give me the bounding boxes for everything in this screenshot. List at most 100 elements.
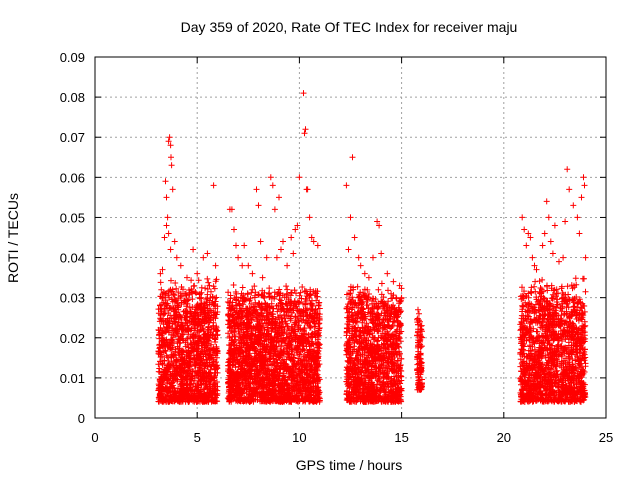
data-point [161, 343, 168, 350]
data-point [174, 357, 181, 364]
data-point [193, 290, 200, 297]
data-point [211, 302, 218, 309]
data-point [168, 277, 174, 284]
data-point [397, 298, 404, 305]
data-point [157, 279, 164, 286]
data-point [205, 323, 212, 330]
data-point [205, 398, 212, 405]
data-point [196, 369, 202, 376]
data-point [166, 340, 173, 347]
data-point [183, 327, 190, 334]
data-point [195, 277, 202, 284]
data-point [214, 379, 220, 385]
data-point [230, 282, 237, 288]
data-point [307, 323, 314, 330]
data-point [187, 359, 194, 366]
data-point [202, 285, 209, 292]
data-point [205, 279, 212, 286]
data-point [164, 362, 170, 369]
data-point [179, 365, 186, 372]
data-point [198, 284, 205, 291]
data-point [204, 295, 211, 302]
data-point [194, 348, 201, 355]
data-point [187, 340, 194, 347]
data-point [158, 386, 165, 393]
data-point [183, 303, 190, 310]
data-point [209, 332, 216, 339]
data-point [173, 285, 180, 292]
data-point [208, 312, 215, 319]
data-point [169, 379, 176, 386]
data-point [184, 335, 191, 342]
data-point [187, 381, 194, 388]
data-point [204, 275, 211, 282]
data-point [208, 288, 214, 295]
data-point [197, 394, 204, 401]
data-point [204, 286, 211, 292]
data-point [266, 285, 273, 292]
data-point [167, 383, 173, 390]
data-point [157, 302, 164, 309]
data-point [178, 373, 185, 380]
data-point [209, 398, 216, 404]
data-point [208, 341, 215, 348]
data-point [208, 397, 215, 404]
data-point [184, 341, 191, 348]
data-point [364, 302, 371, 308]
data-point [176, 364, 183, 371]
data-point [196, 291, 203, 298]
chart-title: Day 359 of 2020, Rate Of TEC Index for r… [181, 19, 518, 35]
data-point [201, 395, 208, 402]
data-point [166, 327, 173, 334]
data-point [161, 357, 168, 364]
data-point [155, 386, 162, 392]
data-point [165, 310, 172, 316]
data-point [172, 325, 179, 332]
data-point [188, 286, 195, 293]
data-point [210, 283, 217, 290]
data-point [283, 283, 290, 290]
data-point [213, 323, 220, 330]
data-point [202, 369, 209, 376]
data-point [185, 362, 192, 369]
data-point [161, 310, 168, 317]
data-point [198, 363, 205, 370]
data-point [162, 319, 169, 325]
data-point [197, 334, 204, 341]
data-point [239, 284, 246, 291]
data-point [194, 360, 201, 367]
data-point [165, 358, 172, 364]
data-point [163, 385, 170, 392]
data-point [197, 295, 204, 302]
data-point [201, 360, 208, 367]
data-point [192, 306, 199, 313]
data-point [212, 278, 219, 285]
data-point [189, 296, 196, 303]
data-point [176, 337, 183, 343]
data-point [203, 315, 209, 322]
data-point [169, 337, 176, 343]
data-point [163, 352, 170, 359]
data-point [354, 283, 361, 290]
data-point [211, 388, 217, 395]
data-point [227, 342, 234, 349]
data-point [207, 394, 214, 401]
data-points [155, 90, 589, 405]
data-point [172, 346, 179, 353]
data-point [186, 370, 193, 376]
data-point [165, 292, 171, 299]
data-point [172, 280, 179, 286]
data-point [213, 394, 219, 401]
data-point [175, 333, 182, 340]
data-point [375, 286, 382, 293]
data-point [173, 308, 180, 315]
data-point [378, 280, 385, 287]
data-point [182, 375, 189, 382]
data-point [184, 297, 191, 304]
data-point [155, 326, 162, 333]
data-point [192, 390, 199, 397]
data-point [385, 287, 391, 294]
data-point [191, 372, 198, 379]
data-point [214, 369, 221, 376]
